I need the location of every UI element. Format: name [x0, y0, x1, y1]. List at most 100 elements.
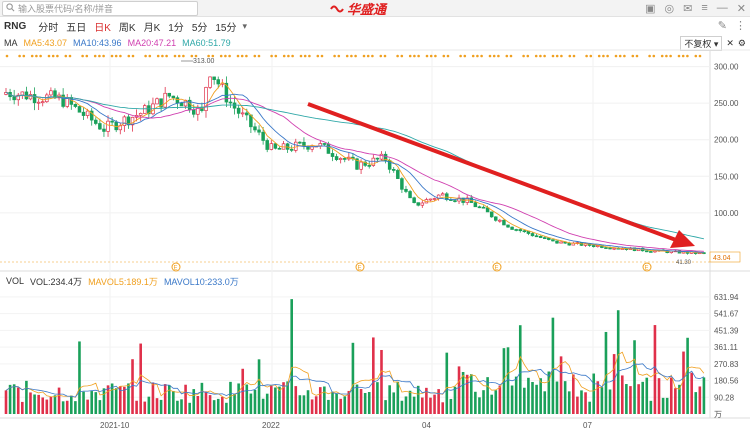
event-marker [488, 54, 492, 58]
volume-bar [498, 385, 502, 414]
event-marker [274, 54, 278, 58]
event-marker [572, 54, 576, 58]
event-marker [497, 54, 500, 58]
headset-icon[interactable]: ◎ [664, 3, 675, 15]
message-icon[interactable]: ✉ [683, 3, 693, 15]
vol-tick-label: 270.83 [714, 360, 739, 369]
tab-monthly-k[interactable]: 月K [143, 23, 161, 34]
candle-body [489, 211, 494, 218]
candle-body [412, 197, 416, 203]
last-price-tag-label: 43.04 [713, 255, 731, 262]
volume-bar [494, 390, 498, 414]
gear-icon[interactable]: ⚙ [737, 38, 746, 48]
event-marker [698, 54, 702, 58]
close-icon[interactable]: ✕ [736, 3, 746, 15]
volume-bar [665, 397, 669, 414]
volume-bar [41, 397, 45, 414]
candle-body [36, 101, 41, 104]
candle-body [559, 241, 563, 244]
event-marker [110, 54, 114, 58]
minimize-icon[interactable]: — [716, 2, 728, 14]
chevron-down-icon[interactable]: ▾ [242, 21, 248, 31]
tab-15min[interactable]: 15分 [215, 23, 237, 34]
event-marker [182, 54, 185, 58]
tab-five-day[interactable]: 五日 [66, 23, 87, 34]
candle-body [334, 156, 339, 160]
event-marker [677, 54, 681, 58]
menu-icon[interactable]: ≡ [701, 2, 708, 14]
price-tick-label: 150.00 [714, 172, 739, 181]
event-marker [219, 54, 223, 58]
volume-bar [139, 343, 142, 414]
earnings-marker-label: E [495, 266, 499, 272]
candle-body [330, 153, 335, 157]
candle-body [416, 202, 420, 206]
earnings-marker-label: E [645, 266, 649, 272]
volume-bar [290, 299, 293, 414]
candle-body [612, 247, 616, 250]
close-icon[interactable]: ✕ [726, 38, 734, 48]
volume-bar [421, 397, 424, 414]
tab-daily-k[interactable]: 日K [94, 23, 111, 34]
candle-body [518, 229, 523, 232]
stock-search-input[interactable]: 输入股票代码/名称/拼音 [2, 1, 198, 16]
candle-body [538, 235, 543, 238]
volume-bar [123, 386, 126, 414]
event-marker [652, 54, 656, 58]
wallet-icon[interactable]: ▣ [645, 3, 656, 15]
last-price-tag [709, 251, 741, 263]
event-marker [131, 54, 135, 58]
candle-body [204, 87, 208, 111]
earnings-marker [171, 262, 181, 272]
candle-body [216, 79, 220, 85]
volume-bar [8, 384, 12, 414]
event-marker [589, 54, 593, 58]
event-marker [417, 54, 420, 58]
brand-logo: 华盛通 [330, 0, 386, 17]
candle-body [343, 158, 347, 160]
volume-bar [159, 399, 163, 414]
volume-bar [57, 387, 61, 414]
volume-bar [698, 386, 702, 414]
volume-bar [674, 388, 677, 414]
candle-body [94, 119, 98, 124]
volume-bar [486, 377, 489, 414]
volume-bar [135, 400, 138, 414]
tab-5min[interactable]: 5分 [191, 23, 208, 34]
volume-bar [669, 377, 673, 414]
volume-bar [294, 386, 298, 414]
volume-bar [702, 377, 706, 414]
event-marker [350, 54, 353, 58]
volume-bar [339, 398, 342, 414]
more-options-icon[interactable]: ⋮ [735, 20, 746, 32]
x-tick-label: 2021-10 [100, 421, 130, 430]
volume-bar [192, 389, 196, 414]
candle-body [551, 239, 555, 242]
event-marker [442, 54, 446, 58]
volume-bar [29, 392, 32, 414]
event-marker [148, 54, 152, 58]
tab-1min[interactable]: 1分 [168, 23, 184, 34]
volume-bar [653, 325, 657, 414]
volume-bar [323, 386, 326, 414]
candle-body [494, 216, 498, 221]
volume-bar [535, 384, 538, 414]
search-placeholder: 输入股票代码/名称/拼音 [18, 4, 114, 14]
tab-weekly-k[interactable]: 周K [118, 23, 136, 34]
volume-bar [102, 388, 106, 414]
event-marker [446, 54, 450, 58]
volume-bar [335, 393, 338, 414]
event-marker [228, 54, 231, 58]
earnings-marker [642, 262, 652, 272]
search-icon [6, 2, 15, 15]
tab-intraday[interactable]: 分时 [38, 23, 59, 34]
volume-bar [221, 396, 224, 414]
mavol10-line [5, 363, 705, 398]
volume-bar [265, 393, 269, 414]
event-marker [602, 54, 605, 58]
event-marker [64, 54, 68, 58]
draw-pen-icon[interactable]: ✎ [717, 20, 727, 32]
candle-body [604, 247, 608, 249]
event-marker [119, 54, 122, 58]
